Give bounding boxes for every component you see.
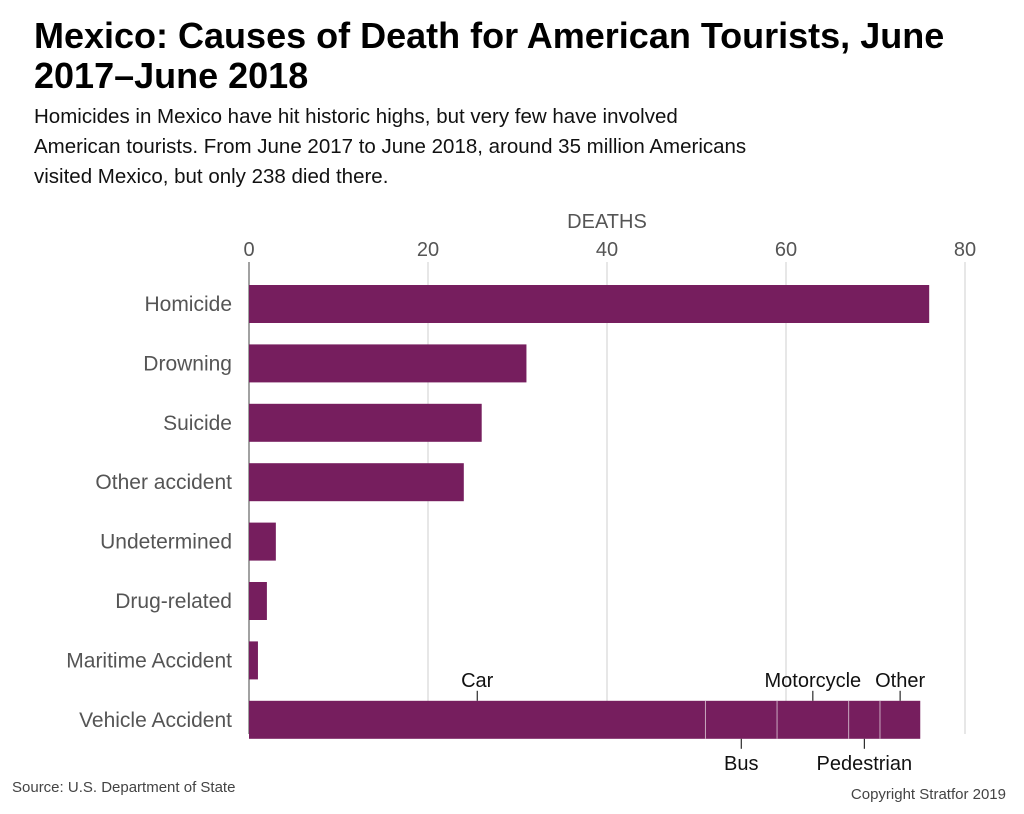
x-axis-label: DEATHS <box>567 211 647 233</box>
category-label-drowning: Drowning <box>143 352 232 375</box>
category-label-maritime-accident: Maritime Accident <box>66 649 232 672</box>
bar-vehicle-bus <box>705 700 778 739</box>
category-label-drug-related: Drug-related <box>115 590 232 613</box>
category-label-undetermined: Undetermined <box>100 531 232 554</box>
category-label-suicide: Suicide <box>163 412 232 435</box>
bar-chart: 0 20 40 60 80 DEATHS Homicide Drowning Suicide… <box>66 211 976 770</box>
bar-vehicle-pedestrian <box>848 700 880 739</box>
bar-undetermined <box>249 522 276 561</box>
segment-label-motorcycle: Motorcycle <box>764 670 861 692</box>
category-label-homicide: Homicide <box>144 293 232 316</box>
bar-homicide <box>249 285 930 323</box>
segment-label-other: Other <box>875 670 925 692</box>
segment-label-bus: Bus <box>724 753 758 770</box>
copyright-note: Copyright Stratfor 2019 <box>850 786 1006 803</box>
bar-vehicle-other <box>879 700 921 739</box>
chart-title: Mexico: Causes of Death for American Tou… <box>34 15 945 96</box>
bar-drug-related <box>249 582 267 620</box>
x-tick-label-80: 80 <box>954 239 976 261</box>
bar-suicide <box>249 403 482 442</box>
vehicle-segment-labels: Car Bus Motorcycle Pedestrian Other <box>461 670 925 770</box>
bars <box>249 285 930 739</box>
bar-maritime-accident <box>249 641 258 680</box>
segment-label-car: Car <box>461 670 494 692</box>
chart-subtitle: Homicides in Mexico have hit historic hi… <box>34 105 747 188</box>
category-labels: Homicide Drowning Suicide Other accident Und… <box>66 293 232 732</box>
category-label-vehicle-accident: Vehicle Accident <box>79 709 232 732</box>
x-tick-labels: 0 20 40 60 80 <box>243 239 976 261</box>
category-label-other-accident: Other accident <box>95 471 232 494</box>
bar-other-accident <box>249 463 464 502</box>
x-tick-label-60: 60 <box>775 239 797 261</box>
segment-label-pedestrian: Pedestrian <box>817 753 913 770</box>
bar-vehicle-car <box>249 700 706 739</box>
x-tick-label-0: 0 <box>243 239 254 261</box>
bar-vehicle-motorcycle <box>777 700 849 739</box>
x-tick-label-40: 40 <box>596 239 618 261</box>
bar-drowning <box>249 344 527 383</box>
source-note: Source: U.S. Department of State <box>12 779 236 796</box>
x-tick-label-20: 20 <box>417 239 439 261</box>
